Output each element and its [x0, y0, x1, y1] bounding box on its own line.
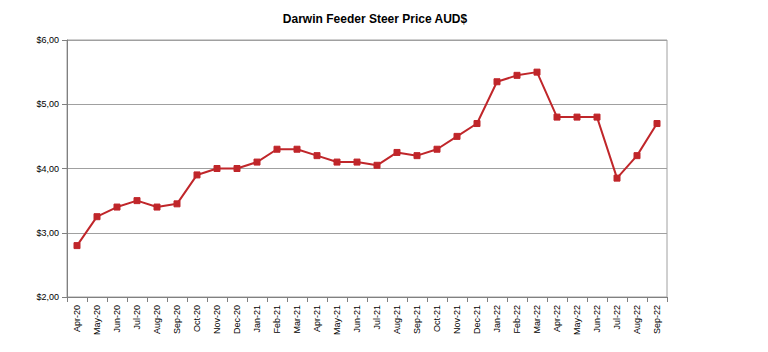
svg-text:May-21: May-21	[332, 305, 342, 335]
svg-text:$3,00: $3,00	[36, 228, 59, 238]
svg-text:Feb-21: Feb-21	[272, 305, 282, 334]
svg-text:Apr-21: Apr-21	[312, 305, 322, 332]
svg-text:Sep-21: Sep-21	[412, 305, 422, 334]
svg-text:Feb-22: Feb-22	[512, 305, 522, 334]
svg-text:Jun-22: Jun-22	[592, 305, 602, 333]
svg-text:Mar-22: Mar-22	[532, 305, 542, 334]
svg-text:Jan-22: Jan-22	[492, 305, 502, 333]
svg-text:Aug-21: Aug-21	[392, 305, 402, 334]
svg-text:Oct-20: Oct-20	[192, 305, 202, 332]
svg-text:Jul-20: Jul-20	[132, 305, 142, 330]
svg-text:$6,00: $6,00	[36, 35, 59, 45]
svg-text:Mar-21: Mar-21	[292, 305, 302, 334]
svg-text:Apr-22: Apr-22	[552, 305, 562, 332]
svg-text:Jan-21: Jan-21	[252, 305, 262, 333]
svg-text:Jul-22: Jul-22	[612, 305, 622, 330]
svg-text:Sep-20: Sep-20	[172, 305, 182, 334]
svg-text:Nov-20: Nov-20	[212, 305, 222, 334]
svg-text:Darwin Feeder Steer Price AUD$: Darwin Feeder Steer Price AUD$	[283, 12, 468, 26]
svg-text:May-22: May-22	[572, 305, 582, 335]
svg-text:Sep-22: Sep-22	[652, 305, 662, 334]
svg-text:Dec-21: Dec-21	[472, 305, 482, 334]
svg-text:$4,00: $4,00	[36, 164, 59, 174]
svg-text:Nov-21: Nov-21	[452, 305, 462, 334]
svg-text:$2,00: $2,00	[36, 292, 59, 302]
svg-text:Oct-21: Oct-21	[432, 305, 442, 332]
svg-text:Jun-20: Jun-20	[112, 305, 122, 333]
svg-text:Jun-21: Jun-21	[352, 305, 362, 333]
svg-text:May-20: May-20	[92, 305, 102, 335]
svg-text:Apr-20: Apr-20	[72, 305, 82, 332]
svg-text:Jul-21: Jul-21	[372, 305, 382, 330]
svg-text:Aug-20: Aug-20	[152, 305, 162, 334]
svg-text:Dec-20: Dec-20	[232, 305, 242, 334]
svg-text:Aug-22: Aug-22	[632, 305, 642, 334]
svg-text:$5,00: $5,00	[36, 99, 59, 109]
